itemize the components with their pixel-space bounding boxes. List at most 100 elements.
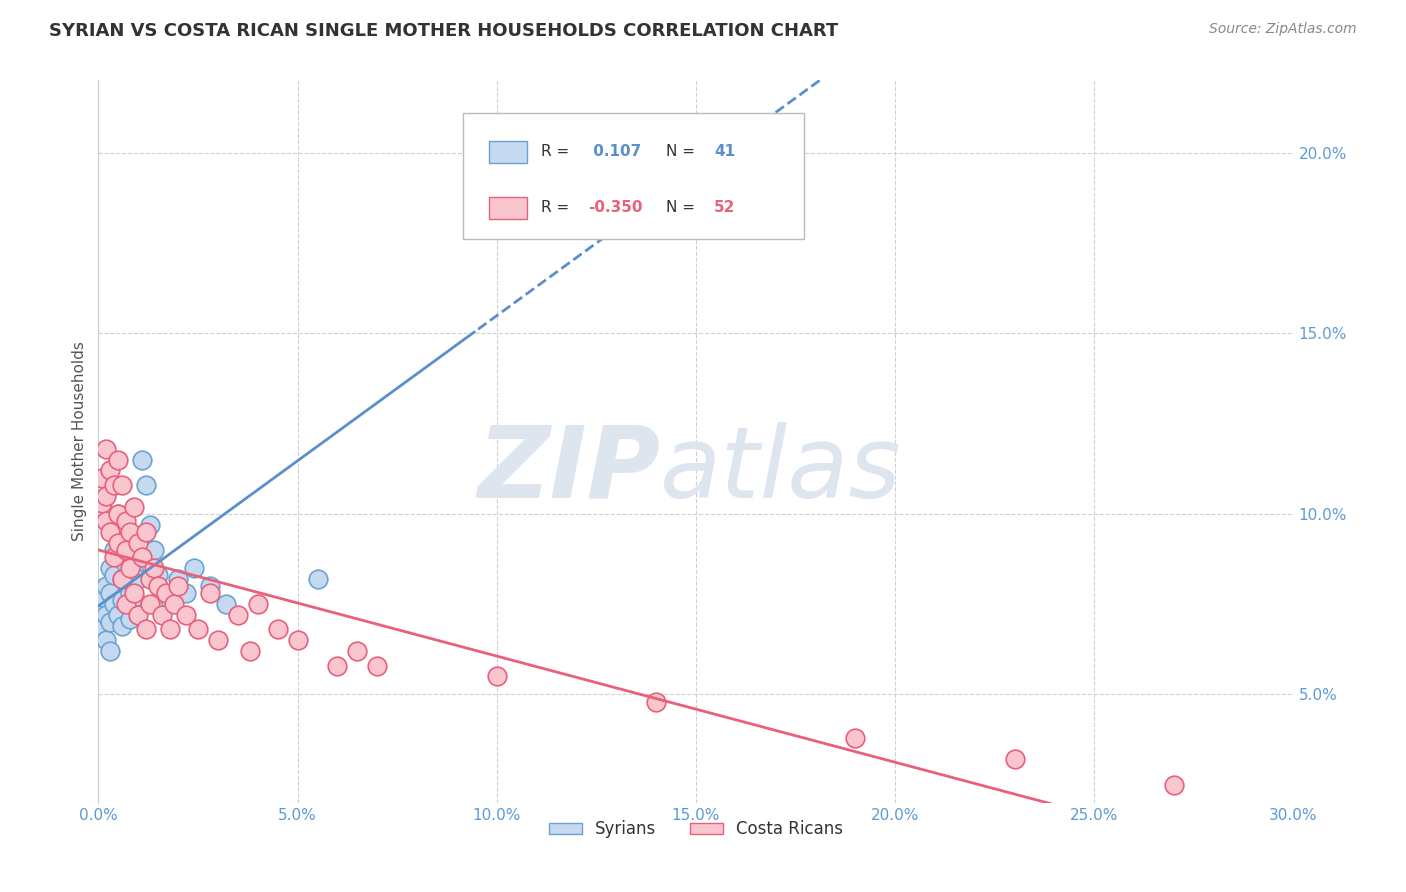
- Point: [98, 644, 122, 658]
- Point: [107, 550, 129, 565]
- Point: [96, 579, 118, 593]
- Point: [107, 524, 129, 539]
- Point: [91, 471, 114, 485]
- Point: [91, 623, 114, 637]
- Point: [98, 615, 122, 630]
- Point: [111, 572, 134, 586]
- Point: [139, 572, 162, 586]
- Point: [215, 597, 238, 611]
- Point: [124, 500, 146, 514]
- Point: [645, 695, 668, 709]
- Text: atlas: atlas: [661, 422, 901, 519]
- Point: [111, 593, 134, 607]
- Point: [174, 607, 197, 622]
- Point: [103, 597, 125, 611]
- Text: R =: R =: [541, 144, 574, 159]
- Point: [131, 550, 153, 565]
- Point: [107, 452, 129, 467]
- Point: [96, 514, 118, 528]
- Point: [143, 561, 166, 575]
- Point: [307, 572, 329, 586]
- Text: ZIP: ZIP: [477, 422, 661, 519]
- Point: [103, 478, 125, 492]
- Point: [1004, 752, 1026, 766]
- Point: [163, 597, 186, 611]
- Bar: [489, 141, 527, 163]
- Point: [239, 644, 262, 658]
- Text: N =: N =: [666, 200, 700, 215]
- Point: [139, 597, 162, 611]
- Text: N =: N =: [666, 144, 700, 159]
- Text: Source: ZipAtlas.com: Source: ZipAtlas.com: [1209, 22, 1357, 37]
- Point: [143, 542, 166, 557]
- Text: 41: 41: [714, 144, 735, 159]
- Point: [246, 597, 269, 611]
- Point: [465, 200, 488, 214]
- Point: [107, 507, 129, 521]
- Point: [139, 517, 162, 532]
- Point: [96, 607, 118, 622]
- Point: [127, 535, 149, 549]
- Point: [159, 593, 181, 607]
- Point: [174, 586, 197, 600]
- Point: [120, 561, 142, 575]
- Point: [135, 524, 157, 539]
- Point: [124, 590, 146, 604]
- Y-axis label: Single Mother Households: Single Mother Households: [72, 342, 87, 541]
- Point: [1163, 778, 1185, 792]
- FancyBboxPatch shape: [463, 112, 804, 239]
- Legend: Syrians, Costa Ricans: Syrians, Costa Ricans: [541, 814, 851, 845]
- Point: [226, 607, 249, 622]
- Point: [198, 579, 221, 593]
- Point: [98, 586, 122, 600]
- Point: [346, 644, 368, 658]
- Point: [115, 558, 138, 572]
- Point: [326, 658, 349, 673]
- Point: [124, 565, 146, 579]
- Text: R =: R =: [541, 200, 574, 215]
- Point: [107, 607, 129, 622]
- Point: [167, 579, 190, 593]
- Point: [148, 579, 170, 593]
- Point: [187, 623, 209, 637]
- Point: [107, 535, 129, 549]
- Point: [183, 561, 205, 575]
- Point: [124, 586, 146, 600]
- Point: [111, 619, 134, 633]
- Point: [127, 547, 149, 561]
- Point: [103, 568, 125, 582]
- Point: [107, 507, 129, 521]
- Point: [120, 611, 142, 625]
- Point: [135, 623, 157, 637]
- Point: [91, 604, 114, 618]
- Point: [485, 669, 508, 683]
- Point: [198, 586, 221, 600]
- Point: [96, 489, 118, 503]
- Point: [844, 731, 866, 745]
- Text: SYRIAN VS COSTA RICAN SINGLE MOTHER HOUSEHOLDS CORRELATION CHART: SYRIAN VS COSTA RICAN SINGLE MOTHER HOUS…: [49, 22, 838, 40]
- Point: [127, 572, 149, 586]
- Point: [115, 597, 138, 611]
- Point: [120, 524, 142, 539]
- Point: [287, 633, 309, 648]
- Point: [115, 535, 138, 549]
- Point: [366, 658, 388, 673]
- Point: [96, 442, 118, 456]
- Point: [91, 496, 114, 510]
- Point: [103, 542, 125, 557]
- Point: [96, 633, 118, 648]
- Point: [111, 572, 134, 586]
- Point: [159, 623, 181, 637]
- Point: [115, 514, 138, 528]
- Point: [148, 568, 170, 582]
- Point: [103, 550, 125, 565]
- Point: [135, 478, 157, 492]
- Point: [98, 524, 122, 539]
- Point: [98, 561, 122, 575]
- Point: [167, 572, 190, 586]
- Point: [120, 586, 142, 600]
- Bar: [489, 197, 527, 219]
- Point: [111, 478, 134, 492]
- Point: [267, 623, 290, 637]
- Point: [127, 607, 149, 622]
